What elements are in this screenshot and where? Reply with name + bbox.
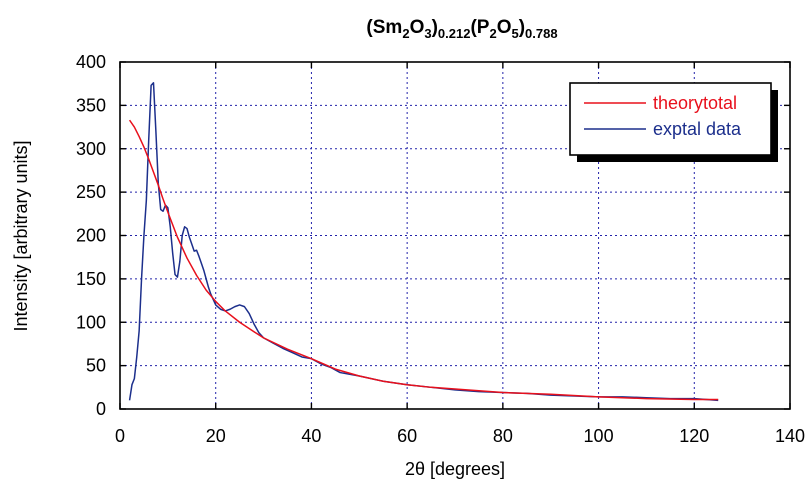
title-part: )	[519, 17, 525, 38]
grid	[120, 62, 790, 409]
x-tick-label: 80	[493, 426, 513, 446]
title-part: O	[410, 17, 425, 38]
series-line-0	[128, 119, 719, 401]
x-tick-label: 60	[397, 426, 417, 446]
title-part: )	[432, 17, 438, 38]
title-subscript: 3	[424, 26, 431, 41]
legend-box	[569, 82, 772, 156]
series-layer	[128, 82, 719, 402]
y-tick-label: 200	[76, 226, 106, 246]
y-tick-label: 0	[96, 399, 106, 419]
x-tick-label: 20	[206, 426, 226, 446]
legend: theorytotal exptal data	[569, 82, 778, 162]
x-tick-label: 140	[775, 426, 805, 446]
y-axis-label: Intensity [arbitrary units]	[11, 140, 31, 331]
y-tick-label: 300	[76, 139, 106, 159]
title-subscript: 2	[402, 26, 409, 41]
y-tick-labels: 0 50 100 150 200 250 300 350 400	[76, 52, 106, 419]
y-tick-label: 250	[76, 182, 106, 202]
plot-area	[119, 61, 791, 410]
title-subscript: 5	[511, 26, 518, 41]
ticks	[119, 61, 791, 410]
legend-label-1: exptal data	[653, 119, 742, 139]
x-tick-label: 120	[679, 426, 709, 446]
title-part: (P	[470, 17, 489, 38]
y-tick-label: 150	[76, 269, 106, 289]
x-tick-labels: 0 20 40 60 80 100 120 140	[115, 426, 805, 446]
legend-label-0: theorytotal	[653, 93, 737, 113]
x-tick-label: 0	[115, 426, 125, 446]
x-tick-label: 40	[301, 426, 321, 446]
x-tick-label: 100	[584, 426, 614, 446]
title-part: O	[497, 17, 512, 38]
y-tick-label: 400	[76, 52, 106, 72]
y-tick-label: 50	[86, 356, 106, 376]
title-subscript: 0.788	[525, 26, 558, 41]
y-tick-label: 350	[76, 95, 106, 115]
title-subscript: 0.212	[438, 26, 471, 41]
title-part: (Sm	[366, 17, 402, 38]
y-tick-label: 100	[76, 312, 106, 332]
chart-title: (Sm2O3)0.212(P2O5)0.788	[366, 17, 557, 41]
title-subscript: 2	[489, 26, 496, 41]
x-axis-label: 2θ [degrees]	[405, 459, 505, 479]
